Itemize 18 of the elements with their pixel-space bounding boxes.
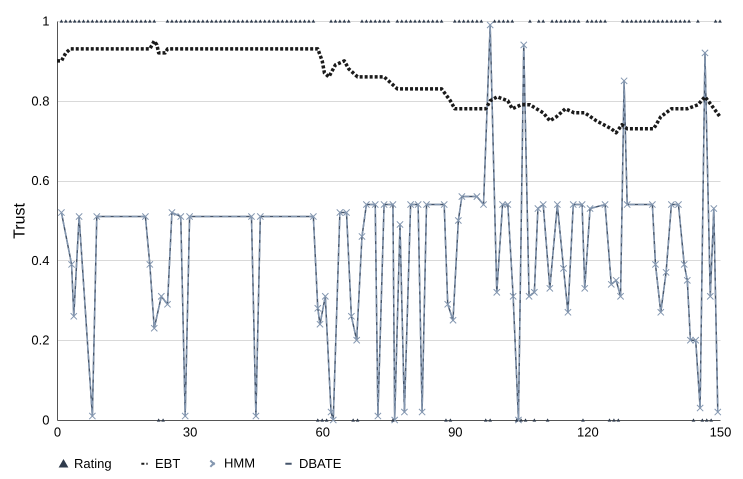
x-tick-label: 90 <box>448 424 463 440</box>
y-tick-label: 1 <box>42 14 50 28</box>
y-tick-label: 0.4 <box>31 252 50 268</box>
legend-label: Rating <box>74 456 112 471</box>
x-tick-label: 120 <box>577 424 599 440</box>
x-tick-label: 150 <box>710 424 732 440</box>
line-series <box>55 39 722 134</box>
y-tick-label: 0 <box>42 412 50 428</box>
legend-label: EBT <box>155 456 180 471</box>
y-tick-label: 0.6 <box>31 173 50 188</box>
x-tick-label: 60 <box>315 424 330 440</box>
y-tick-label: 0.8 <box>31 93 50 108</box>
x-tick-label: 30 <box>182 424 198 440</box>
legend-label: HMM <box>224 456 256 471</box>
x-tick-label: 0 <box>54 424 62 440</box>
y-tick-label: 0.2 <box>31 332 50 348</box>
legend-label: DBATE <box>299 456 342 471</box>
y-axis-title: Trust <box>11 202 28 239</box>
